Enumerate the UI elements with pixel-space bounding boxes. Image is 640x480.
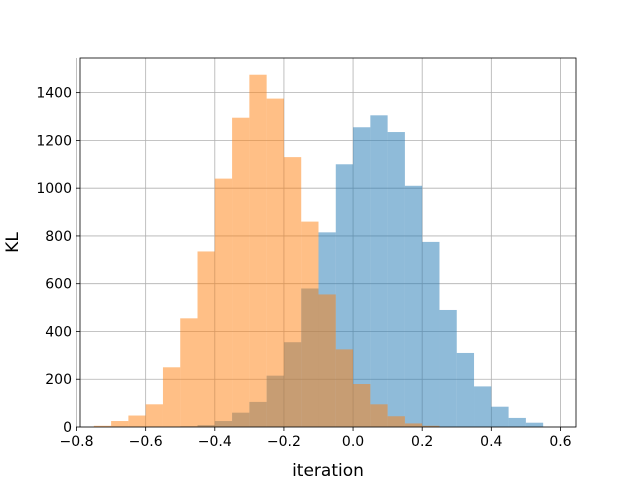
histogram-bars <box>93 74 544 428</box>
histogram-bar-series-2 <box>249 74 267 427</box>
histogram-bar-series-2 <box>353 384 371 427</box>
x-tick-label: 0.4 <box>480 434 502 450</box>
histogram-bar-series-2 <box>93 425 112 427</box>
x-tick-label: −0.4 <box>198 434 232 450</box>
histogram-bar-series-2 <box>387 416 405 427</box>
histogram-bar-series-2 <box>128 415 146 427</box>
histogram-bar-series-2 <box>111 421 129 427</box>
y-tick-label: 400 <box>45 324 72 340</box>
y-tick-label: 600 <box>45 277 72 293</box>
histogram-bar-series-2 <box>266 98 284 428</box>
histogram-bar-series-1 <box>370 115 388 428</box>
x-tick-label: 0.6 <box>549 434 571 450</box>
histogram-bar-series-2 <box>145 404 163 427</box>
histogram-bar-series-1 <box>404 185 423 427</box>
histogram-bar-series-1 <box>508 417 526 427</box>
x-tick-label: 0.2 <box>411 434 433 450</box>
x-tick-label: −0.6 <box>129 434 163 450</box>
y-tick-label: 1200 <box>36 133 72 149</box>
axes-frame <box>79 57 577 428</box>
histogram-bar-series-1 <box>491 406 509 427</box>
x-tick-label: −0.8 <box>60 434 94 450</box>
x-tick-label: −0.2 <box>267 434 301 450</box>
y-tick-label: 800 <box>45 229 72 245</box>
histogram-bar-series-1 <box>439 309 457 427</box>
histogram-bar-series-2 <box>301 221 319 427</box>
y-tick-label: 200 <box>45 372 72 388</box>
histogram-bar-series-2 <box>370 404 388 427</box>
histogram-bar-series-2 <box>232 117 250 427</box>
histogram-bar-series-2 <box>283 157 302 427</box>
histogram-bar-series-2 <box>214 178 233 427</box>
histogram-bar-series-1 <box>474 386 492 427</box>
histogram-bar-series-1 <box>387 132 405 428</box>
histogram-bar-series-2 <box>422 425 440 427</box>
histogram-bar-series-1 <box>422 241 440 427</box>
x-axis-label: iteration <box>292 461 364 480</box>
histogram-bar-series-2 <box>162 367 181 427</box>
histogram-bar-series-2 <box>404 423 423 427</box>
y-tick-label: 1400 <box>36 86 72 102</box>
y-tick-label: 0 <box>63 420 72 436</box>
histogram-bar-series-1 <box>353 127 371 427</box>
histogram-bar-series-2 <box>335 349 354 427</box>
histogram-bar-series-1 <box>525 422 544 427</box>
histogram-bar-series-2 <box>180 318 198 427</box>
histogram-bar-series-2 <box>197 251 215 427</box>
y-tick-label: 1000 <box>36 181 72 197</box>
y-axis-label: KL <box>3 232 23 253</box>
axis-ticks: −0.8 −0.6 −0.4 −0.2 0.0 0.2 0.4 0.6 0 200 400 600 80… <box>36 86 571 450</box>
histogram-bar-series-1 <box>456 352 475 427</box>
histogram-bar-series-2 <box>318 294 336 427</box>
x-tick-label: 0.0 <box>342 434 364 450</box>
